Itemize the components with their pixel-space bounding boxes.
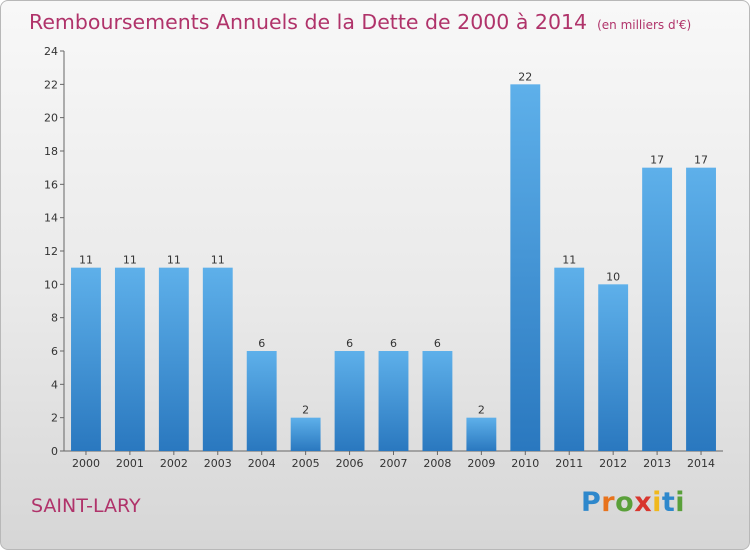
x-tick-label: 2012 xyxy=(599,457,627,470)
data-label: 17 xyxy=(650,154,664,167)
bar xyxy=(554,267,585,451)
x-tick-label: 2002 xyxy=(160,457,188,470)
bar xyxy=(686,167,716,451)
data-label: 10 xyxy=(606,270,620,283)
x-tick-label: 2010 xyxy=(511,457,539,470)
proxiti-logo: Proxiti xyxy=(581,487,685,518)
x-tick-label: 2011 xyxy=(555,457,583,470)
data-label: 11 xyxy=(167,254,181,267)
data-label: 6 xyxy=(346,337,353,350)
place-name: SAINT-LARY xyxy=(31,495,141,517)
x-tick-label: 2003 xyxy=(204,457,232,470)
bar xyxy=(246,351,277,451)
bar xyxy=(422,351,453,451)
y-tick-label: 12 xyxy=(44,245,58,258)
data-label: 22 xyxy=(518,70,532,83)
y-tick-label: 24 xyxy=(44,45,58,58)
x-tick-label: 2007 xyxy=(380,457,408,470)
y-tick-label: 18 xyxy=(44,145,58,158)
bar xyxy=(114,267,145,451)
data-label: 11 xyxy=(562,254,576,267)
logo-letter: r xyxy=(601,487,616,518)
data-label: 11 xyxy=(123,254,137,267)
logo-letter: P xyxy=(581,487,602,518)
x-tick-label: 2013 xyxy=(643,457,671,470)
logo-letter: i xyxy=(675,487,686,518)
bar xyxy=(598,284,629,451)
data-label: 2 xyxy=(302,404,309,417)
y-tick-label: 6 xyxy=(51,345,58,358)
data-label: 17 xyxy=(694,154,708,167)
y-tick-label: 0 xyxy=(51,445,58,458)
logo-letter: i xyxy=(652,487,662,518)
y-tick-label: 16 xyxy=(44,178,58,191)
bar xyxy=(158,267,189,451)
x-tick-label: 2009 xyxy=(467,457,495,470)
data-label: 11 xyxy=(211,254,225,267)
x-tick-label: 2014 xyxy=(687,457,715,470)
x-tick-label: 2008 xyxy=(423,457,451,470)
chart-subtitle: (en milliers d'€) xyxy=(597,18,692,32)
y-tick-label: 4 xyxy=(51,378,58,391)
bar xyxy=(378,351,409,451)
x-tick-label: 2000 xyxy=(72,457,100,470)
bar xyxy=(202,267,233,451)
chart-title: Remboursements Annuels de la Dette de 20… xyxy=(29,10,691,34)
bar xyxy=(290,417,321,451)
x-tick-label: 2001 xyxy=(116,457,144,470)
logo-letter: x xyxy=(634,487,653,518)
y-tick-label: 2 xyxy=(51,412,58,425)
data-label: 6 xyxy=(434,337,441,350)
data-label: 6 xyxy=(258,337,265,350)
data-label: 6 xyxy=(390,337,397,350)
y-tick-label: 10 xyxy=(44,278,58,291)
x-tick-label: 2006 xyxy=(336,457,364,470)
chart-title-text: Remboursements Annuels de la Dette de 20… xyxy=(29,10,588,34)
logo-letter: o xyxy=(615,487,635,518)
bar xyxy=(510,84,541,451)
y-tick-label: 14 xyxy=(44,212,58,225)
data-label: 2 xyxy=(478,404,485,417)
bar xyxy=(466,417,497,451)
bars xyxy=(71,84,716,451)
y-tick-label: 8 xyxy=(51,312,58,325)
bar xyxy=(71,267,101,451)
logo-letter: t xyxy=(661,487,676,518)
x-tick-label: 2004 xyxy=(248,457,276,470)
x-tick-label: 2005 xyxy=(292,457,320,470)
bar xyxy=(334,351,365,451)
bar xyxy=(642,167,673,451)
y-tick-label: 22 xyxy=(44,78,58,91)
y-tick-label: 20 xyxy=(44,112,58,125)
data-label: 11 xyxy=(79,254,93,267)
